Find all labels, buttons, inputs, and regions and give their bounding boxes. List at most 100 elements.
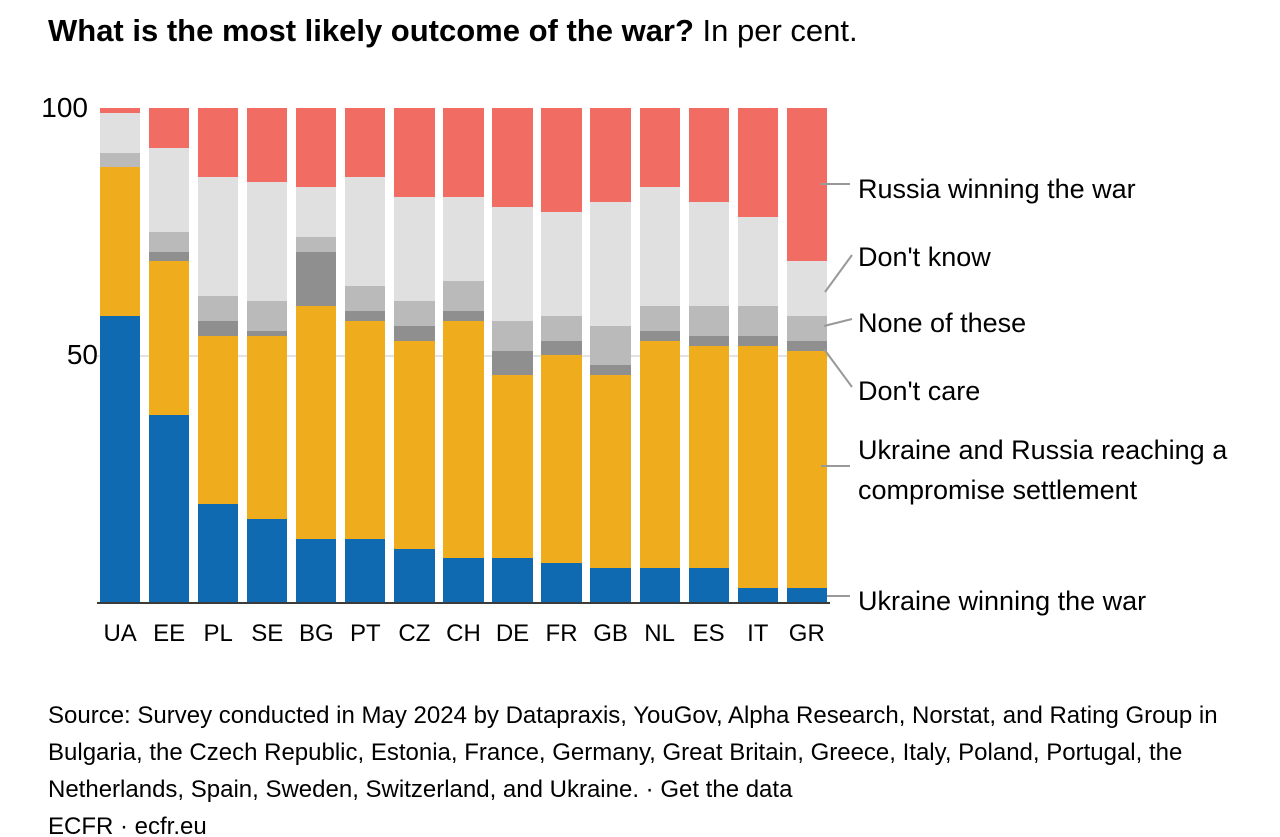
- segment-EE-dont_care: [149, 251, 190, 262]
- source-note: Source: Survey conducted in May 2024 by …: [48, 697, 1218, 837]
- segment-GR-compromise: [786, 350, 827, 589]
- chart-title: What is the most likely outcome of the w…: [48, 12, 858, 50]
- segment-NL-dont_know: [639, 187, 680, 306]
- x-label-ES: ES: [692, 620, 725, 647]
- segment-UA-none_of_these: [100, 152, 141, 168]
- bar-PT: [345, 108, 386, 603]
- bar-CZ: [394, 108, 435, 603]
- segment-PT-ukraine_winning: [345, 538, 386, 603]
- segment-NL-none_of_these: [639, 305, 680, 331]
- y-axis-tick-100: 100: [41, 92, 88, 123]
- legend-label-ukraine-winning: Ukraine winning the war: [858, 586, 1147, 616]
- source-footer-ecfr: ECFR · ecfr.eu: [48, 813, 207, 837]
- segment-GR-dont_care: [786, 340, 827, 351]
- segment-UA-compromise: [100, 167, 141, 316]
- segment-CZ-dont_know: [394, 197, 435, 302]
- segment-CH-ukraine_winning: [443, 558, 484, 603]
- x-label-GR: GR: [788, 620, 825, 647]
- segment-ES-compromise: [688, 345, 729, 569]
- x-label-DE: DE: [495, 620, 530, 647]
- segment-PT-dont_know: [345, 177, 386, 287]
- segment-PL-russia_winning: [198, 108, 239, 178]
- segment-DE-none_of_these: [492, 320, 533, 351]
- segment-BG-compromise: [296, 305, 337, 539]
- segment-FR-compromise: [541, 355, 582, 564]
- segment-PL-ukraine_winning: [198, 503, 239, 603]
- bar-GR: [786, 108, 827, 603]
- segment-SE-dont_care: [247, 330, 288, 336]
- segment-EE-none_of_these: [149, 231, 190, 252]
- bar-IT: [737, 108, 778, 603]
- segment-FR-ukraine_winning: [541, 563, 582, 603]
- segment-GB-russia_winning: [590, 108, 631, 203]
- segment-SE-russia_winning: [247, 108, 288, 183]
- segment-GR-russia_winning: [786, 108, 827, 262]
- segment-CH-none_of_these: [443, 281, 484, 311]
- segment-BG-dont_know: [296, 187, 337, 237]
- segment-ES-dont_care: [688, 335, 729, 346]
- bar-GB: [590, 108, 631, 603]
- segment-GR-ukraine_winning: [786, 588, 827, 603]
- legend-label-compromise-settlement: Ukraine and Russia reaching a compromise…: [858, 435, 1228, 505]
- segment-PL-dont_care: [198, 320, 239, 336]
- source-line-3-text: Netherlands, Spain, Sweden, Switzerland,…: [48, 776, 661, 803]
- segment-GR-none_of_these: [786, 315, 827, 341]
- segment-ES-russia_winning: [688, 108, 729, 203]
- x-label-EE: EE: [153, 620, 186, 647]
- segment-EE-ukraine_winning: [149, 414, 190, 603]
- x-axis-line: [97, 602, 830, 604]
- segment-CH-russia_winning: [443, 108, 484, 198]
- segment-EE-dont_know: [149, 147, 190, 232]
- bar-PL: [198, 108, 239, 603]
- bar-BG: [296, 108, 337, 603]
- chart-title-unit-note: In per cent.: [693, 13, 858, 48]
- source-line-1: Source: Survey conducted in May 2024 by …: [48, 702, 1218, 729]
- legend-label-dont-care: Don't care: [858, 376, 981, 406]
- segment-IT-none_of_these: [737, 305, 778, 336]
- get-the-data-link[interactable]: Get the data: [660, 776, 793, 803]
- segment-ES-none_of_these: [688, 305, 729, 336]
- segment-CH-compromise: [443, 320, 484, 559]
- segment-IT-dont_care: [737, 335, 778, 346]
- segment-DE-compromise: [492, 375, 533, 559]
- segment-UA-dont_know: [100, 112, 141, 153]
- x-label-FR: FR: [545, 620, 578, 647]
- source-line-2: Bulgaria, the Czech Republic, Estonia, F…: [48, 739, 1183, 766]
- segment-GB-dont_care: [590, 365, 631, 376]
- segment-CH-dont_care: [443, 310, 484, 321]
- segment-CZ-russia_winning: [394, 108, 435, 198]
- segment-BG-dont_care: [296, 251, 337, 306]
- segment-IT-russia_winning: [737, 108, 778, 217]
- x-label-UA: UA: [103, 620, 137, 647]
- chart-title-question: What is the most likely outcome of the w…: [48, 13, 694, 48]
- segment-PT-dont_care: [345, 310, 386, 321]
- segment-BG-none_of_these: [296, 236, 337, 252]
- x-label-CH: CH: [446, 620, 481, 647]
- segment-SE-ukraine_winning: [247, 518, 288, 603]
- segment-GB-dont_know: [590, 202, 631, 326]
- y-axis-tick-50: 50: [66, 339, 98, 370]
- segment-PL-none_of_these: [198, 296, 239, 321]
- bar-EE: [149, 108, 190, 603]
- segment-ES-dont_know: [688, 202, 729, 306]
- bar-CH: [443, 108, 484, 603]
- segment-PL-compromise: [198, 335, 239, 504]
- stacked-bars: [100, 108, 827, 603]
- plot-area: [100, 108, 827, 603]
- bar-FR: [541, 108, 582, 603]
- segment-UA-ukraine_winning: [100, 315, 141, 603]
- x-label-BG: BG: [298, 620, 334, 647]
- source-line-3: Netherlands, Spain, Sweden, Switzerland,…: [48, 771, 1218, 808]
- segment-GR-dont_know: [786, 261, 827, 316]
- segment-SE-dont_know: [247, 182, 288, 302]
- segment-BG-ukraine_winning: [296, 538, 337, 603]
- segment-FR-dont_care: [541, 340, 582, 356]
- segment-DE-ukraine_winning: [492, 558, 533, 603]
- segment-NL-russia_winning: [639, 108, 680, 188]
- segment-GB-ukraine_winning: [590, 568, 631, 603]
- segment-IT-dont_know: [737, 216, 778, 306]
- legend-label-dont-know: Don't know: [858, 242, 991, 272]
- segment-EE-compromise: [149, 261, 190, 415]
- segment-UA-russia_winning: [100, 108, 141, 113]
- x-label-CZ: CZ: [398, 620, 431, 647]
